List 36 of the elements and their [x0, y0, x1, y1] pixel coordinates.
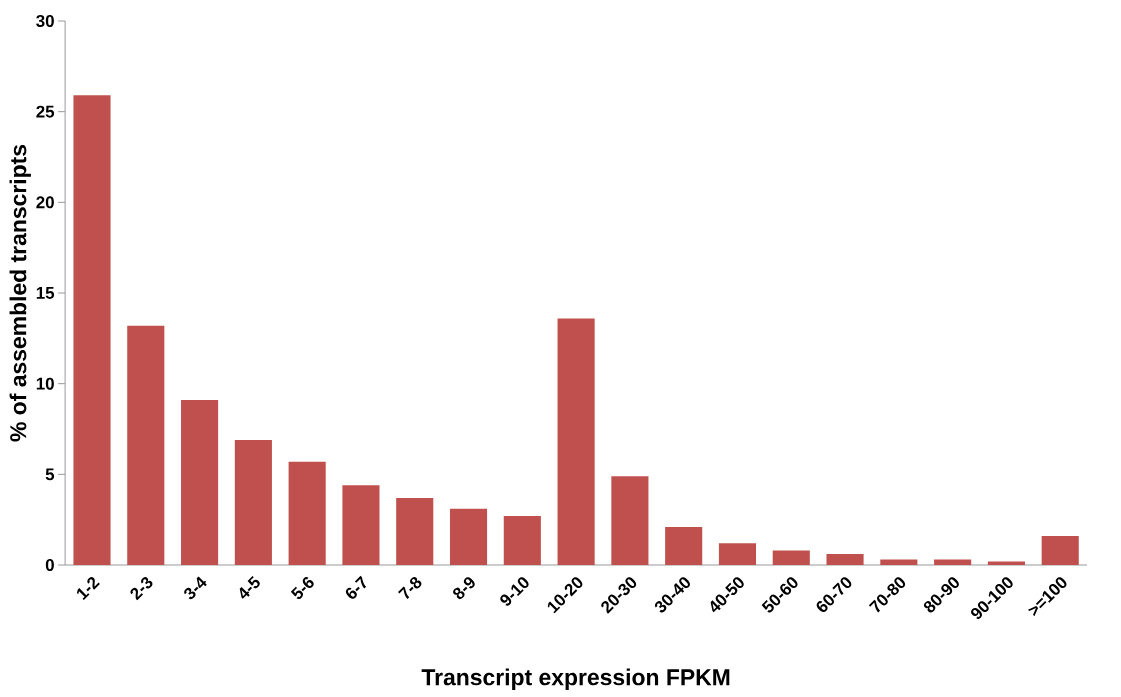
bar: [557, 318, 595, 565]
x-tick-label: 2-3: [130, 577, 153, 601]
bar: [718, 543, 757, 565]
x-tick-label: 6-7: [345, 575, 367, 599]
bar: [934, 559, 972, 565]
y-tick-label: 30: [36, 14, 54, 27]
bar: [181, 399, 219, 565]
bar: [342, 485, 380, 565]
x-tick-label: 5-6: [290, 577, 314, 600]
y-tick-label: 20: [36, 196, 54, 209]
y-axis-title: % of assembled transcripts: [9, 144, 31, 442]
bar: [611, 476, 649, 565]
bar: [234, 439, 272, 565]
x-tick-label: 3-4: [184, 576, 207, 600]
bar: [127, 325, 165, 565]
y-tick-label: 10: [36, 377, 54, 390]
bar: [987, 561, 1025, 565]
x-axis-title: Transcript expression FPKM: [421, 668, 730, 690]
x-tick-label: 1-2: [76, 577, 100, 601]
x-tick-label: 8-9: [453, 577, 475, 600]
bar: [396, 497, 434, 565]
y-tick-label: 25: [36, 105, 55, 118]
y-tick-label: 15: [36, 287, 55, 299]
bar: [449, 508, 488, 565]
bar: [772, 550, 810, 565]
x-tick-label: 4-5: [239, 575, 260, 599]
y-tick-label: 5: [45, 468, 55, 481]
bar: [826, 554, 864, 565]
bar: [503, 516, 541, 565]
y-tick-label: 0: [45, 559, 54, 571]
x-tick-label: 7-8: [398, 576, 422, 600]
bar: [288, 461, 326, 565]
bar: [73, 95, 111, 565]
bar: [880, 559, 918, 565]
bar: [1041, 535, 1079, 565]
bar: [665, 526, 703, 565]
